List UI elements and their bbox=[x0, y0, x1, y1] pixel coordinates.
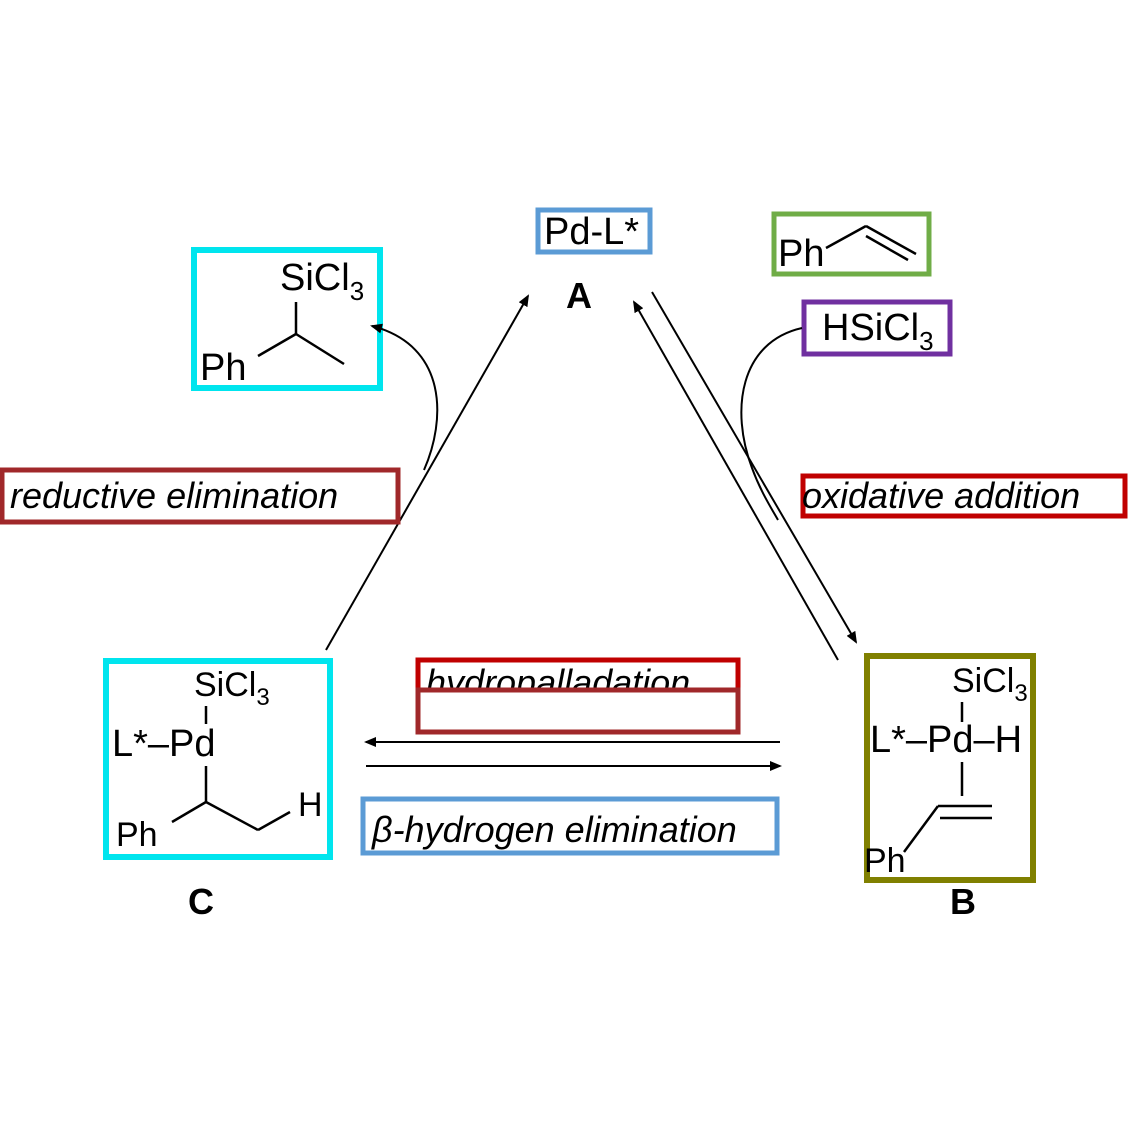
oxidative-text: oxidative addition bbox=[802, 475, 1080, 516]
intermediate-c-si: SiCl3 bbox=[194, 666, 270, 711]
arrow-a-to-b bbox=[651, 291, 858, 644]
reductive-text: reductive elimination bbox=[10, 475, 338, 516]
intermediate-b-box bbox=[864, 653, 1036, 883]
styrene-ph: Ph bbox=[778, 233, 824, 275]
beta-box bbox=[360, 796, 780, 856]
styrene-reagent: Ph bbox=[771, 211, 932, 277]
intermediate-c: SiCl3 L*–Pd H Ph C bbox=[103, 658, 333, 922]
step-beta-elimination: β-hydrogen elimination bbox=[360, 796, 780, 856]
cycle-arrows bbox=[325, 291, 858, 771]
arrow-c-to-a bbox=[325, 294, 529, 651]
arrow-product-out bbox=[370, 323, 439, 471]
step-reductive-elimination: reductive elimination bbox=[0, 467, 401, 525]
intermediate-b-label: B bbox=[950, 881, 976, 922]
intermediate-c-box bbox=[103, 658, 333, 860]
intermediate-b-si: SiCl3 bbox=[952, 662, 1028, 707]
silane-formula: HSiCl3 bbox=[822, 307, 934, 356]
intermediate-c-lpd: L*–Pd bbox=[112, 723, 216, 765]
beta-text: β-hydrogen elimination bbox=[371, 809, 737, 850]
intermediate-c-label: C bbox=[188, 881, 214, 922]
product-si: SiCl3 bbox=[280, 257, 364, 306]
product-box bbox=[191, 247, 383, 391]
reductive-box bbox=[0, 467, 401, 525]
catalyst-a: Pd-L* A bbox=[535, 207, 653, 316]
intermediate-c-ph: Ph bbox=[116, 816, 158, 854]
step-hydropalladation: hydropalladation bbox=[415, 657, 741, 735]
intermediate-b-ph: Ph bbox=[864, 842, 906, 880]
catalyst-label: A bbox=[566, 275, 592, 316]
intermediate-c-h: H bbox=[298, 786, 323, 824]
hydropalladation-box-2 bbox=[415, 687, 741, 735]
intermediate-b-lpd: L*–Pd–H bbox=[870, 719, 1022, 761]
product: SiCl3 Ph bbox=[191, 247, 383, 391]
product-ph: Ph bbox=[200, 347, 246, 389]
arrow-silane-in bbox=[740, 327, 803, 521]
oxidative-box bbox=[800, 473, 1128, 519]
silane-box bbox=[801, 299, 953, 357]
arrow-b-to-a bbox=[633, 300, 839, 661]
styrene-box bbox=[771, 211, 932, 277]
silane-reagent: HSiCl3 bbox=[801, 299, 953, 357]
catalyst-formula: Pd-L* bbox=[544, 211, 639, 253]
catalyst-box bbox=[535, 207, 653, 255]
step-oxidative-addition: oxidative addition bbox=[800, 473, 1128, 519]
intermediate-b: SiCl3 L*–Pd–H Ph B bbox=[864, 653, 1036, 922]
